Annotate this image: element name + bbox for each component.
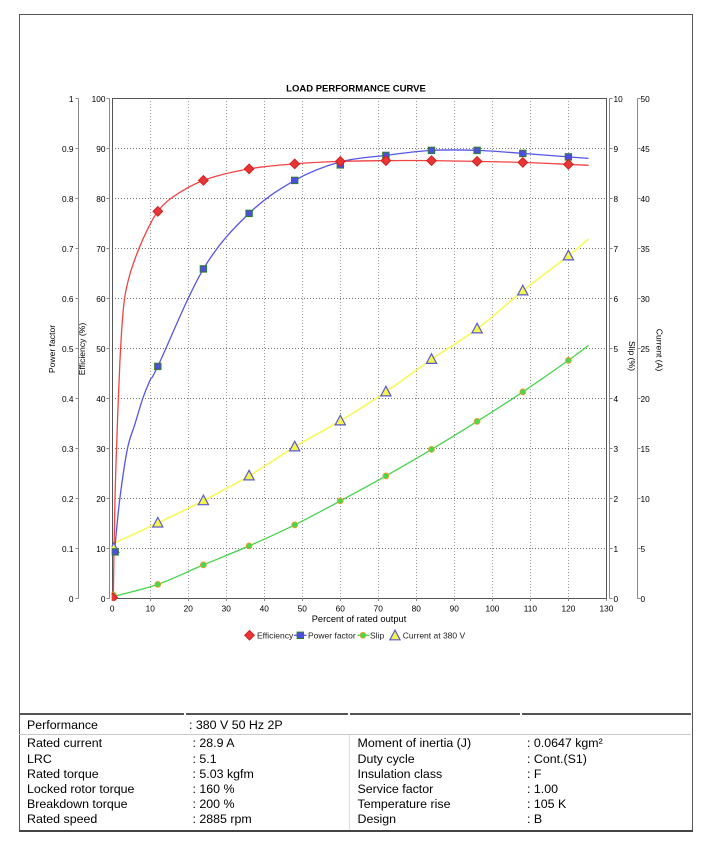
svg-text:Current (A): Current (A) bbox=[655, 329, 665, 372]
svg-text:130: 130 bbox=[599, 604, 613, 614]
svg-text:0: 0 bbox=[69, 594, 74, 604]
svg-text:80: 80 bbox=[96, 194, 106, 204]
svg-text:120: 120 bbox=[561, 604, 575, 614]
svg-text:35: 35 bbox=[641, 244, 651, 254]
svg-text:6: 6 bbox=[614, 294, 619, 304]
svg-text:0.1: 0.1 bbox=[62, 544, 74, 554]
svg-text:20: 20 bbox=[641, 394, 651, 404]
svg-text:60: 60 bbox=[336, 604, 346, 614]
svg-text:0.8: 0.8 bbox=[62, 194, 74, 204]
svg-text:70: 70 bbox=[96, 244, 106, 254]
svg-text:LOAD PERFORMANCE CURVE: LOAD PERFORMANCE CURVE bbox=[286, 84, 426, 95]
svg-text:7: 7 bbox=[614, 244, 619, 254]
svg-text:80: 80 bbox=[412, 604, 422, 614]
svg-text:10: 10 bbox=[146, 604, 156, 614]
svg-text:30: 30 bbox=[641, 294, 651, 304]
svg-text:90: 90 bbox=[450, 604, 460, 614]
svg-text:1: 1 bbox=[69, 94, 74, 104]
svg-text:5: 5 bbox=[614, 344, 619, 354]
svg-text:40: 40 bbox=[641, 194, 651, 204]
svg-text:10: 10 bbox=[96, 544, 106, 554]
svg-text:Efficiency (%): Efficiency (%) bbox=[77, 323, 87, 376]
svg-text:Current at 380 V: Current at 380 V bbox=[403, 630, 466, 640]
svg-text:0.6: 0.6 bbox=[62, 294, 74, 304]
svg-text:45: 45 bbox=[641, 144, 651, 154]
svg-text:15: 15 bbox=[641, 444, 651, 454]
svg-text:70: 70 bbox=[374, 604, 384, 614]
svg-text:50: 50 bbox=[641, 94, 651, 104]
svg-text:20: 20 bbox=[96, 494, 106, 504]
svg-text:90: 90 bbox=[96, 144, 106, 154]
svg-text:40: 40 bbox=[96, 394, 106, 404]
svg-text:9: 9 bbox=[614, 144, 619, 154]
svg-text:0.2: 0.2 bbox=[62, 494, 74, 504]
svg-text:10: 10 bbox=[614, 94, 624, 104]
svg-text:Slip: Slip bbox=[370, 630, 384, 640]
svg-text:Percent of rated output: Percent of rated output bbox=[312, 614, 407, 624]
svg-text:0: 0 bbox=[101, 594, 106, 604]
svg-text:10: 10 bbox=[641, 494, 651, 504]
svg-text:0.7: 0.7 bbox=[62, 244, 74, 254]
svg-text:Slip (%): Slip (%) bbox=[627, 341, 637, 371]
svg-text:Power factor: Power factor bbox=[308, 630, 356, 640]
svg-text:0: 0 bbox=[110, 604, 115, 614]
svg-text:100: 100 bbox=[485, 604, 499, 614]
svg-text:0: 0 bbox=[614, 594, 619, 604]
svg-text:0.9: 0.9 bbox=[62, 144, 74, 154]
svg-text:50: 50 bbox=[96, 344, 106, 354]
svg-text:0: 0 bbox=[641, 594, 646, 604]
svg-text:4: 4 bbox=[614, 394, 619, 404]
svg-text:110: 110 bbox=[524, 604, 538, 614]
svg-text:20: 20 bbox=[184, 604, 194, 614]
svg-text:8: 8 bbox=[614, 194, 619, 204]
svg-text:0.4: 0.4 bbox=[62, 394, 74, 404]
svg-text:Power factor: Power factor bbox=[47, 325, 57, 373]
svg-text:40: 40 bbox=[260, 604, 270, 614]
svg-text:0.3: 0.3 bbox=[62, 444, 74, 454]
svg-text:60: 60 bbox=[96, 294, 106, 304]
svg-text:5: 5 bbox=[641, 544, 646, 554]
svg-text:Efficiency: Efficiency bbox=[257, 630, 294, 640]
svg-text:100: 100 bbox=[92, 94, 106, 104]
svg-text:3: 3 bbox=[614, 444, 619, 454]
svg-text:0.5: 0.5 bbox=[62, 344, 74, 354]
svg-text:2: 2 bbox=[614, 494, 619, 504]
svg-text:30: 30 bbox=[222, 604, 232, 614]
svg-text:30: 30 bbox=[96, 444, 106, 454]
svg-text:1: 1 bbox=[614, 544, 619, 554]
svg-text:25: 25 bbox=[641, 344, 651, 354]
svg-text:50: 50 bbox=[298, 604, 308, 614]
